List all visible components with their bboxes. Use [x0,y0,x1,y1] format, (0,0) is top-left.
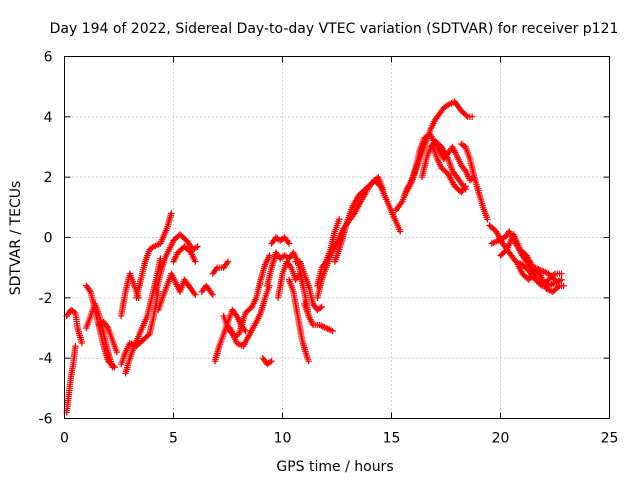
data-point [397,228,404,235]
data-point [194,243,201,250]
data-points [63,98,567,416]
data-point [168,210,175,217]
data-point [209,291,216,299]
data-point [113,348,121,356]
data-point [212,265,220,273]
data-point [463,112,470,119]
y-tick-label: -2 [39,291,53,307]
data-point [268,357,275,365]
x-tick-label: 10 [274,431,292,447]
data-point [208,290,215,297]
data-point [558,270,565,277]
x-tick-label: 25 [601,431,619,447]
y-tick-label: -4 [39,351,53,367]
y-tick-label: 6 [44,50,53,66]
x-tick-label: 20 [492,431,510,447]
data-point [468,113,476,121]
data-point [110,362,117,370]
y-axis-label: SDTVAR / TECUs [8,181,24,296]
data-point [285,240,293,247]
data-point [241,326,248,333]
x-tick-label: 0 [60,431,69,447]
y-tick-label: 0 [44,231,53,247]
data-point [560,282,567,289]
data-point [305,357,312,365]
data-point [462,183,469,190]
data-point [284,238,292,246]
data-point [379,186,386,193]
data-point [317,304,324,312]
data-point [145,332,152,339]
data-point [558,276,565,283]
x-tick-label: 5 [169,431,178,447]
data-point [551,276,559,283]
data-point [286,262,294,270]
data-point [103,323,111,330]
data-point [266,252,273,259]
x-tick-label: 15 [383,431,401,447]
data-point [266,358,274,366]
data-point [111,364,118,371]
y-tick-label: 4 [44,110,53,126]
y-tick-label: -6 [39,412,53,428]
data-point [223,259,231,267]
data-point [78,339,86,347]
data-point [550,275,557,282]
data-point [242,327,249,335]
data-point [461,166,468,173]
plot-frame [64,56,610,419]
data-point [86,287,93,294]
data-point [192,291,199,299]
tick-labels: 0 5 10 15 20 25 -6 -4 -2 0 2 4 6 [39,50,619,447]
data-point [72,342,79,350]
data-point [192,258,199,265]
data-point [329,327,336,335]
data-point [398,199,405,207]
data-point [318,303,325,311]
x-axis-label: GPS time / hours [276,459,393,475]
data-point [232,311,239,318]
data-point [484,216,491,223]
chart-title: Day 194 of 2022, Sidereal Day-to-day VTE… [50,21,619,37]
data-point [461,184,468,191]
data-point [191,290,198,297]
data-point [192,244,200,251]
data-point [554,283,562,291]
data-point [335,216,343,223]
data-point [224,258,232,265]
y-tick-label: 2 [44,170,53,186]
